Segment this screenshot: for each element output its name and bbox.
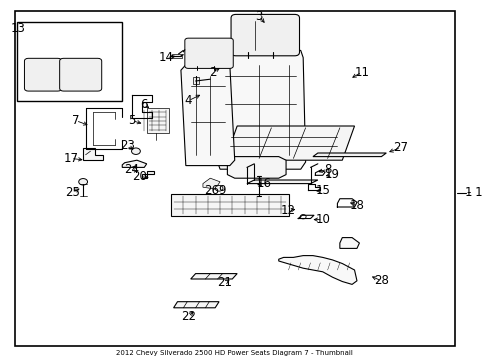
Text: 269: 269 (203, 184, 226, 197)
Text: 16: 16 (256, 177, 271, 190)
Polygon shape (227, 157, 285, 178)
Text: 17: 17 (63, 152, 78, 165)
Polygon shape (278, 256, 356, 284)
FancyBboxPatch shape (60, 58, 102, 91)
Text: 8: 8 (323, 163, 331, 176)
Circle shape (79, 179, 87, 185)
Text: 10: 10 (315, 213, 329, 226)
Polygon shape (171, 194, 288, 216)
Circle shape (131, 148, 140, 154)
Text: 24: 24 (124, 163, 139, 176)
Text: 15: 15 (315, 184, 329, 197)
Text: 22: 22 (181, 310, 195, 323)
Polygon shape (173, 302, 219, 308)
Bar (17, 22, 122, 101)
Text: - 1: - 1 (466, 186, 482, 199)
Text: 12: 12 (281, 204, 295, 217)
Text: 11: 11 (354, 66, 368, 78)
Text: 6: 6 (140, 98, 148, 111)
Polygon shape (192, 77, 198, 84)
Text: 2012 Chevy Silverado 2500 HD Power Seats Diagram 7 - Thumbnail: 2012 Chevy Silverado 2500 HD Power Seats… (116, 350, 352, 356)
Text: 3: 3 (255, 10, 263, 23)
Polygon shape (190, 274, 237, 279)
Text: 1: 1 (464, 186, 471, 199)
Polygon shape (215, 50, 305, 169)
Polygon shape (339, 238, 359, 248)
Text: 14: 14 (159, 51, 173, 64)
Text: 18: 18 (349, 199, 364, 212)
Text: 2: 2 (208, 66, 216, 78)
Text: 23: 23 (120, 139, 134, 152)
Polygon shape (203, 178, 220, 189)
FancyBboxPatch shape (184, 38, 233, 68)
Text: 4: 4 (184, 94, 192, 107)
Polygon shape (181, 65, 234, 166)
Circle shape (215, 185, 223, 191)
Polygon shape (146, 108, 168, 133)
Polygon shape (83, 148, 102, 160)
Polygon shape (312, 153, 386, 157)
Polygon shape (142, 171, 154, 178)
Text: 7: 7 (72, 114, 80, 127)
FancyBboxPatch shape (230, 14, 299, 56)
FancyBboxPatch shape (24, 58, 61, 91)
Text: 21: 21 (217, 276, 232, 289)
Text: 25: 25 (65, 186, 80, 199)
Polygon shape (122, 160, 146, 167)
Text: 28: 28 (373, 274, 388, 287)
Text: 19: 19 (325, 168, 339, 181)
Text: 20: 20 (132, 170, 146, 183)
Polygon shape (172, 54, 182, 58)
Polygon shape (246, 180, 317, 184)
Text: 13: 13 (11, 22, 26, 35)
Polygon shape (224, 126, 354, 160)
Text: 5: 5 (128, 114, 136, 127)
Text: 27: 27 (393, 141, 407, 154)
